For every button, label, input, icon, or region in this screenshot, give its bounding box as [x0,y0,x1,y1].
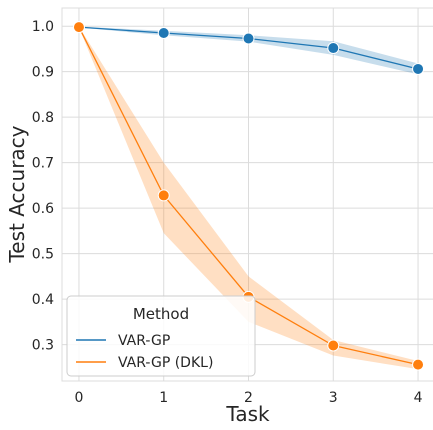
legend-label-var-gp-dkl: VAR-GP (DKL) [118,355,213,371]
legend-label-var-gp: VAR-GP [118,333,170,349]
series-points [72,21,425,371]
data-point-var-gp-dkl [327,339,340,352]
data-point-var-gp-dkl [157,189,170,202]
x-tick-label: 2 [244,390,253,406]
data-point-var-gp [242,32,255,45]
y-tick-labels: 0.3 0.4 0.5 0.6 0.7 0.8 0.9 1.0 [32,19,54,353]
plot-frame [61,7,433,382]
y-axis-label: Test Accuracy [5,125,29,263]
y-tick-label: 0.3 [32,338,54,354]
data-point-var-gp [412,62,425,75]
y-tick-label: 0.9 [32,65,54,81]
x-axis-label: Task [225,402,270,426]
y-tick-label: 0.8 [32,110,54,126]
x-tick-label: 0 [74,390,83,406]
legend: Method VAR-GP VAR-GP (DKL) [66,295,256,377]
x-tick-labels: 0 1 2 3 4 [74,390,422,406]
data-point-var-gp-dkl [412,358,425,371]
x-tick-label: 3 [329,390,338,406]
y-tick-label: 0.7 [32,156,54,172]
x-tick-label: 1 [159,390,168,406]
y-tick-label: 0.4 [32,292,54,308]
data-point-var-gp-dkl [72,21,85,34]
data-point-var-gp [157,27,170,40]
legend-box [66,295,256,377]
y-tick-label: 0.6 [32,201,54,217]
y-tick-label: 0.5 [32,247,54,263]
legend-title: Method [133,305,189,323]
x-tick-label: 4 [414,390,423,406]
y-tick-label: 1.0 [32,19,54,35]
data-point-var-gp [327,42,340,55]
